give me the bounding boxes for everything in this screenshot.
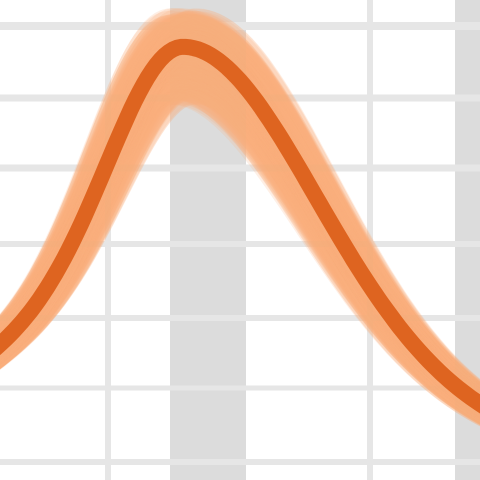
ensemble-line: [0, 27, 480, 410]
ensemble-line: [0, 24, 480, 409]
ensemble-line: [0, 27, 480, 410]
mean-line-group: [0, 38, 480, 414]
ensemble-line: [0, 8, 480, 407]
ensemble-line: [0, 34, 480, 410]
ensemble-line: [0, 20, 480, 409]
mean-line: [0, 38, 480, 414]
ensemble-line: [0, 30, 480, 410]
ensemble-line: [0, 10, 480, 408]
ensemble-line: [0, 28, 480, 410]
ensemble-line: [0, 22, 480, 408]
ensemble-line: [0, 52, 480, 426]
ensemble-line: [0, 19, 480, 408]
ensemble-line: [0, 45, 480, 425]
ensemble-line: [0, 8, 480, 408]
ensemble-line: [0, 44, 480, 424]
ensemble-line: [0, 37, 480, 424]
ensemble-line: [0, 35, 480, 425]
ensemble-line: [0, 32, 480, 410]
